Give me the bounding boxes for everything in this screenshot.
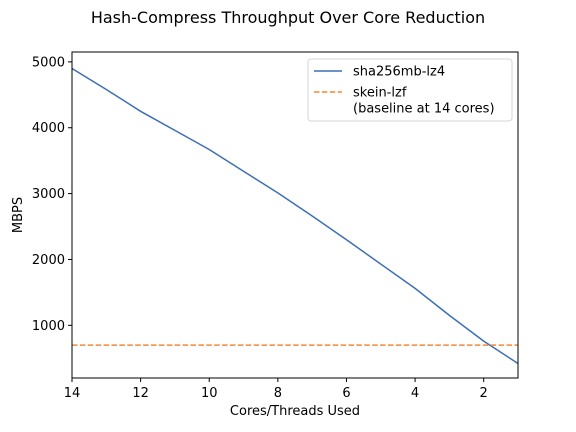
x-tick-label: 4 [411,386,419,401]
plot-area [71,67,519,365]
legend: sha256mb-lz4 skein-lzf (baseline at 14 cor… [307,58,513,122]
x-axis: 14 12 10 8 6 4 2 [64,378,488,401]
y-axis: 1000 2000 3000 4000 5000 [32,55,72,334]
y-axis-label: MBPS [11,197,26,233]
y-tick-label: 3000 [32,187,65,202]
legend-box [307,58,513,122]
legend-label-1: skein-lzf (baseline at 14 cores) [353,86,495,117]
x-axis-label: Cores/Threads Used [230,404,360,419]
x-tick-label: 14 [64,386,81,401]
chart-title: Hash-Compress Throughput Over Core Reduc… [91,8,485,27]
x-tick-label: 8 [274,386,282,401]
x-tick-label: 6 [342,386,350,401]
series-line-0 [71,67,519,365]
x-tick-label: 12 [132,386,149,401]
y-tick-label: 2000 [32,253,65,268]
y-tick-label: 1000 [32,319,65,334]
y-tick-label: 5000 [32,55,65,70]
legend-label-0: sha256mb-lz4 [353,65,445,80]
x-tick-label: 2 [480,386,488,401]
plot-frame [71,51,519,379]
x-tick-label: 10 [201,386,218,401]
y-tick-label: 4000 [32,121,65,136]
